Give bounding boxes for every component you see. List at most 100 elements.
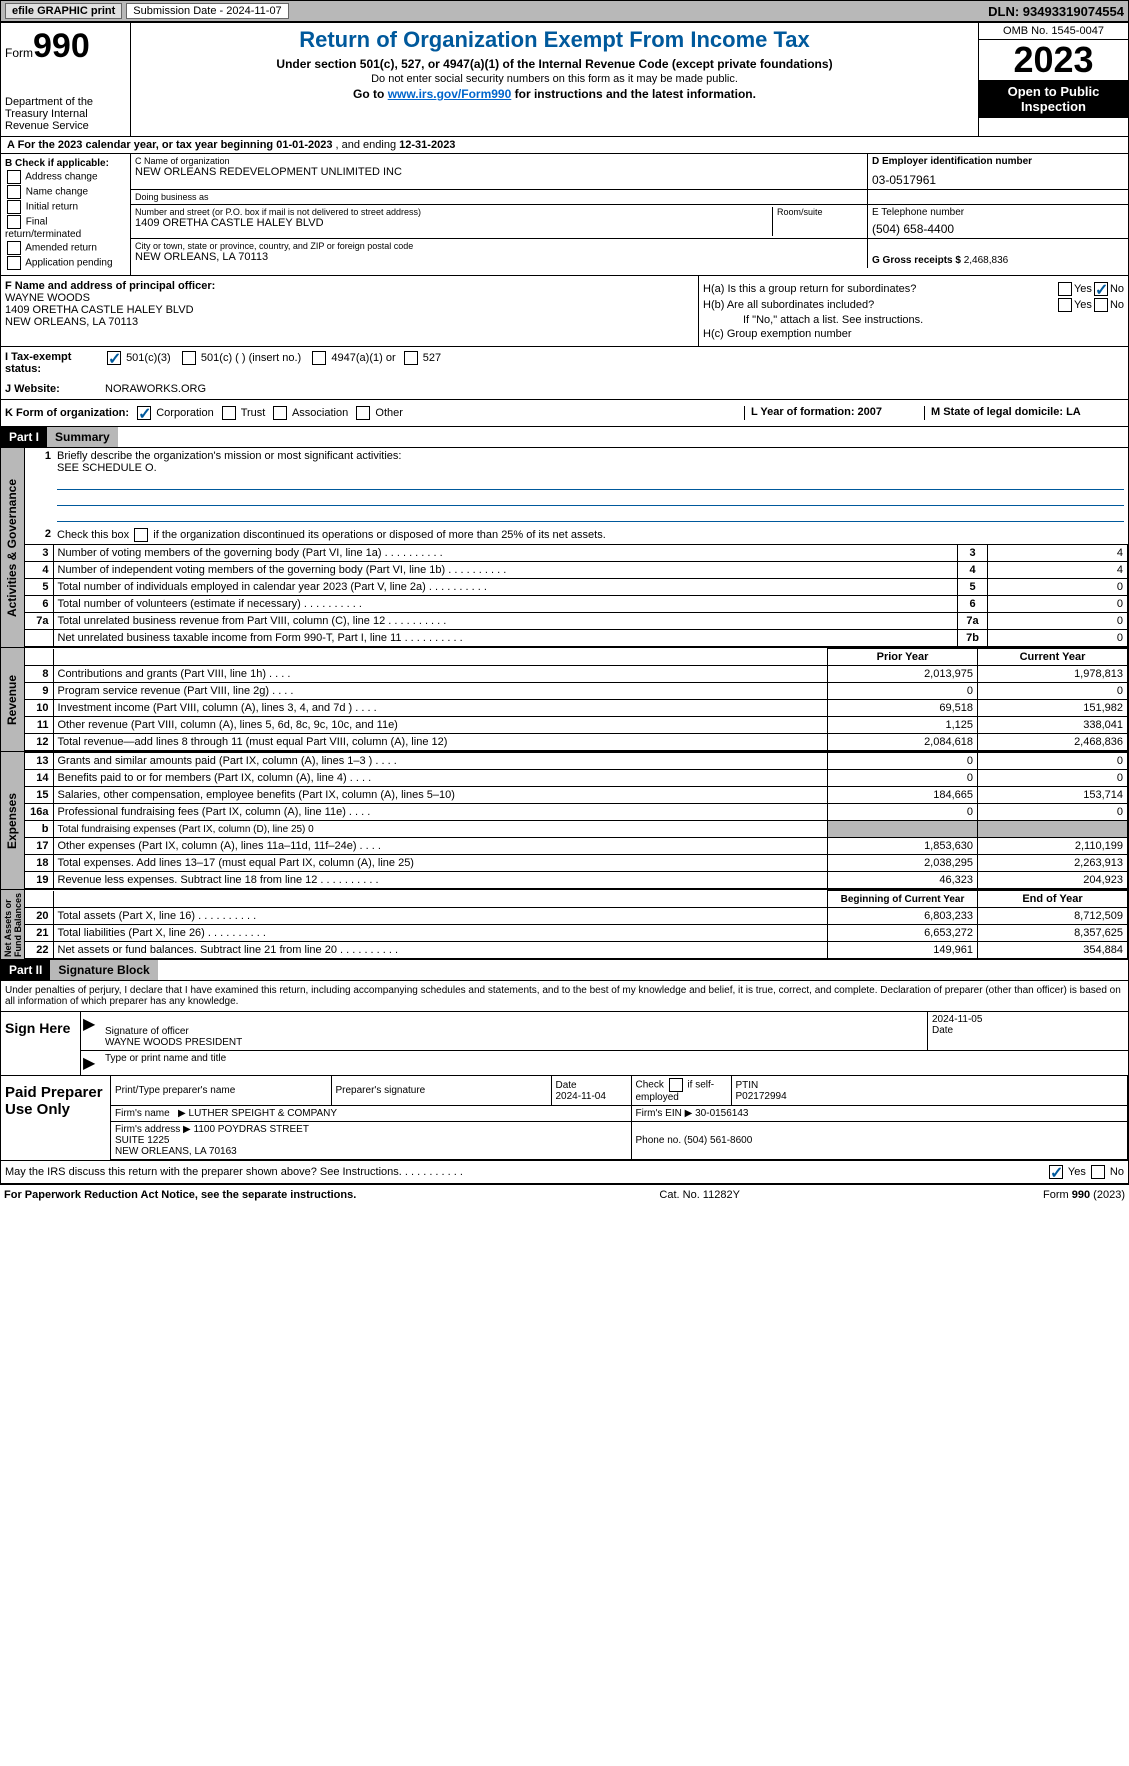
chk-corp[interactable] bbox=[137, 406, 151, 420]
discuss-row: May the IRS discuss this return with the… bbox=[1, 1160, 1128, 1183]
chk-hb-yes[interactable] bbox=[1058, 298, 1072, 312]
vtab-netassets: Net Assets orFund Balances bbox=[1, 890, 25, 959]
preparer-label: Paid Preparer Use Only bbox=[1, 1076, 111, 1160]
preparer-row: Paid Preparer Use Only Print/Type prepar… bbox=[1, 1075, 1128, 1160]
arrow-icon: ▶ bbox=[81, 1012, 101, 1050]
col-b-label: B Check if applicable: bbox=[5, 158, 126, 169]
irs-link[interactable]: www.irs.gov/Form990 bbox=[388, 87, 512, 101]
chk-other[interactable] bbox=[356, 406, 370, 420]
penalty-text: Under penalties of perjury, I declare th… bbox=[1, 981, 1128, 1011]
footer-right: Form 990 (2023) bbox=[1043, 1189, 1125, 1201]
ein-spacer bbox=[868, 190, 1128, 204]
expenses-section: Expenses 13Grants and similar amounts pa… bbox=[0, 752, 1129, 890]
chk-ha-no[interactable] bbox=[1094, 282, 1108, 296]
org-name-cell: C Name of organization NEW ORLEANS REDEV… bbox=[131, 154, 868, 189]
form-note: Do not enter social security numbers on … bbox=[135, 73, 974, 85]
form-word: Form bbox=[5, 46, 33, 60]
expenses-table: 13Grants and similar amounts paid (Part … bbox=[25, 752, 1128, 889]
footer-left: For Paperwork Reduction Act Notice, see … bbox=[4, 1189, 356, 1201]
sign-here-label: Sign Here bbox=[1, 1012, 81, 1075]
header-left: Form 990 Department of the Treasury Inte… bbox=[1, 23, 131, 136]
row-j: J Website: NORAWORKS.ORG bbox=[0, 379, 1129, 400]
website-value: NORAWORKS.ORG bbox=[101, 379, 1128, 399]
header-right: OMB No. 1545-0047 2023 Open to Public In… bbox=[978, 23, 1128, 136]
section-bcdefg: B Check if applicable: Address change Na… bbox=[0, 154, 1129, 276]
activities-section: Activities & Governance 1 Briefly descri… bbox=[0, 448, 1129, 648]
part1-hdr: Part I bbox=[1, 427, 47, 447]
part2-hdr: Part II bbox=[1, 960, 50, 980]
top-bar: efile GRAPHIC print Submission Date - 20… bbox=[0, 0, 1129, 22]
vtab-expenses: Expenses bbox=[1, 752, 25, 889]
chk-trust[interactable] bbox=[222, 406, 236, 420]
chk-initial[interactable] bbox=[7, 200, 21, 214]
row-i: I Tax-exempt status: 501(c)(3) 501(c) ( … bbox=[0, 347, 1129, 379]
form-goto: Go to www.irs.gov/Form990 for instructio… bbox=[135, 87, 974, 101]
ein-cell: D Employer identification number 03-0517… bbox=[868, 154, 1128, 189]
chk-ha-yes[interactable] bbox=[1058, 282, 1072, 296]
k-opts: K Form of organization: Corporation Trus… bbox=[5, 406, 744, 420]
dept-label: Department of the Treasury Internal Reve… bbox=[5, 96, 126, 132]
chk-501c3[interactable] bbox=[107, 351, 121, 365]
top-bar-left: efile GRAPHIC print Submission Date - 20… bbox=[5, 3, 289, 19]
header-mid: Return of Organization Exempt From Incom… bbox=[131, 23, 978, 136]
revenue-section: Revenue Prior YearCurrent Year 8Contribu… bbox=[0, 648, 1129, 752]
phone-cell: E Telephone number (504) 658-4400 bbox=[868, 205, 1128, 238]
chk-4947[interactable] bbox=[312, 351, 326, 365]
chk-name[interactable] bbox=[7, 185, 21, 199]
col-b: B Check if applicable: Address change Na… bbox=[1, 154, 131, 275]
inspection-label: Open to Public Inspection bbox=[979, 80, 1128, 118]
col-f: F Name and address of principal officer:… bbox=[1, 276, 698, 346]
signature-block: Under penalties of perjury, I declare th… bbox=[0, 981, 1129, 1184]
vtab-activities: Activities & Governance bbox=[1, 448, 25, 647]
arrow-icon: ▶ bbox=[81, 1051, 101, 1075]
l-year: L Year of formation: 2007 bbox=[744, 406, 924, 420]
chk-selfemp[interactable] bbox=[669, 1078, 683, 1092]
chk-amended[interactable] bbox=[7, 241, 21, 255]
row-k: K Form of organization: Corporation Trus… bbox=[0, 400, 1129, 427]
footer: For Paperwork Reduction Act Notice, see … bbox=[0, 1184, 1129, 1205]
addr-row: Number and street (or P.O. box if mail i… bbox=[131, 205, 868, 238]
dln: DLN: 93493319074554 bbox=[988, 4, 1124, 19]
revenue-table: Prior YearCurrent Year 8Contributions an… bbox=[25, 648, 1128, 751]
chk-501c[interactable] bbox=[182, 351, 196, 365]
part1-title: Summary bbox=[47, 427, 118, 447]
gov-table: 3Number of voting members of the governi… bbox=[25, 544, 1128, 647]
netassets-table: Beginning of Current YearEnd of Year 20T… bbox=[25, 890, 1128, 959]
i-opts: 501(c)(3) 501(c) ( ) (insert no.) 4947(a… bbox=[101, 347, 1128, 379]
gross-cell: G Gross receipts $ 2,468,836 bbox=[868, 239, 1128, 268]
chk-527[interactable] bbox=[404, 351, 418, 365]
row-fgh: F Name and address of principal officer:… bbox=[0, 276, 1129, 347]
chk-discuss-yes[interactable] bbox=[1049, 1165, 1063, 1179]
dba-cell: Doing business as bbox=[131, 190, 868, 204]
m-state: M State of legal domicile: LA bbox=[924, 406, 1124, 420]
vtab-revenue: Revenue bbox=[1, 648, 25, 751]
submission-date: Submission Date - 2024-11-07 bbox=[126, 3, 288, 19]
tax-year: 2023 bbox=[979, 40, 1128, 80]
chk-address[interactable] bbox=[7, 170, 21, 184]
part1-hdr-row: Part ISummary bbox=[0, 427, 1129, 448]
form-subtitle: Under section 501(c), 527, or 4947(a)(1)… bbox=[135, 57, 974, 71]
col-cd: C Name of organization NEW ORLEANS REDEV… bbox=[131, 154, 1128, 275]
efile-button[interactable]: efile GRAPHIC print bbox=[5, 3, 122, 19]
footer-mid: Cat. No. 11282Y bbox=[659, 1189, 740, 1201]
preparer-table: Print/Type preparer's name Preparer's si… bbox=[111, 1076, 1128, 1160]
part2-title: Signature Block bbox=[50, 960, 157, 980]
chk-discuss-no[interactable] bbox=[1091, 1165, 1105, 1179]
i-label: I Tax-exempt status: bbox=[1, 347, 101, 379]
form-number: 990 bbox=[33, 27, 90, 66]
col-h: H(a) Is this a group return for subordin… bbox=[698, 276, 1128, 346]
city-cell: City or town, state or province, country… bbox=[131, 239, 868, 268]
row-a: A For the 2023 calendar year, or tax yea… bbox=[0, 137, 1129, 154]
chk-discontinued[interactable] bbox=[134, 528, 148, 542]
omb-number: OMB No. 1545-0047 bbox=[979, 23, 1128, 40]
chk-final[interactable] bbox=[7, 215, 21, 229]
form-header: Form 990 Department of the Treasury Inte… bbox=[0, 22, 1129, 137]
sign-here-row: Sign Here ▶ Signature of officer WAYNE W… bbox=[1, 1011, 1128, 1075]
j-label: J Website: bbox=[1, 379, 101, 399]
part2-hdr-row: Part IISignature Block bbox=[0, 960, 1129, 981]
chk-pending[interactable] bbox=[7, 256, 21, 270]
netassets-section: Net Assets orFund Balances Beginning of … bbox=[0, 890, 1129, 960]
chk-hb-no[interactable] bbox=[1094, 298, 1108, 312]
form-title: Return of Organization Exempt From Incom… bbox=[135, 27, 974, 53]
chk-assoc[interactable] bbox=[273, 406, 287, 420]
